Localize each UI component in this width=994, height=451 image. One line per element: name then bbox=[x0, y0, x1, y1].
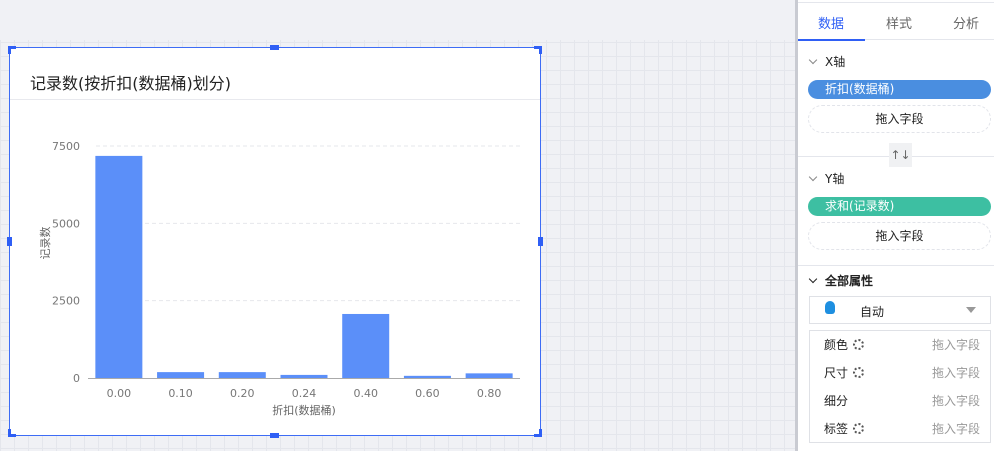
dropdown-triangle-icon bbox=[966, 307, 976, 313]
resize-handle-tr[interactable] bbox=[534, 46, 542, 49]
property-label: 尺寸 bbox=[824, 366, 849, 380]
property-label: 颜色 bbox=[824, 338, 849, 352]
gear-icon[interactable] bbox=[853, 339, 865, 350]
all-properties-header[interactable]: 全部属性 bbox=[808, 272, 874, 289]
y-tick-label: 7500 bbox=[52, 140, 80, 153]
property-row-label[interactable]: 标签 拖入字段 bbox=[824, 419, 990, 439]
resize-handle-left[interactable] bbox=[7, 237, 12, 246]
chart-title: 记录数(按折扣(数据桶)划分) bbox=[30, 74, 231, 93]
gear-icon[interactable] bbox=[853, 367, 865, 378]
title-divider bbox=[10, 99, 540, 100]
y-tick-label: 5000 bbox=[52, 217, 80, 230]
bar bbox=[403, 375, 451, 378]
property-drop-zone[interactable]: 拖入字段 bbox=[931, 338, 980, 352]
resize-handle-bl[interactable] bbox=[8, 434, 16, 437]
panel-tabs: 数据 样式 分析 bbox=[798, 2, 994, 41]
x-axis-label: X轴 bbox=[825, 55, 846, 69]
tab-data[interactable]: 数据 bbox=[818, 17, 845, 32]
y-axis-header[interactable]: Y轴 bbox=[808, 170, 845, 187]
y-tick-label: 0 bbox=[73, 372, 80, 385]
resize-handle-br[interactable] bbox=[534, 434, 542, 437]
bar-chart: 0 2500 5000 7500 0.00 0.10 0.20 0.24 0.40 0.60 0.8… bbox=[39, 140, 520, 417]
bar bbox=[280, 374, 328, 378]
x-tick-label: 0.24 bbox=[292, 387, 317, 400]
y-axis-label: Y轴 bbox=[825, 172, 845, 186]
gear-icon[interactable] bbox=[853, 423, 865, 434]
chevron-down-icon bbox=[808, 55, 818, 65]
bar bbox=[465, 373, 513, 378]
x-axis-field-pill[interactable]: 折扣(数据桶) bbox=[808, 80, 991, 99]
x-axis-header[interactable]: X轴 bbox=[808, 53, 846, 70]
canvas-header bbox=[0, 0, 795, 40]
resize-handle-top[interactable] bbox=[270, 45, 279, 50]
property-list: 颜色 拖入字段 尺寸 拖入字段 细分 拖入字段 标签 拖入字段 bbox=[809, 330, 991, 443]
mark-type-value: 自动 bbox=[860, 305, 885, 319]
active-tab-indicator bbox=[798, 39, 865, 41]
x-tick-label: 0.10 bbox=[168, 387, 193, 400]
swap-axes-icon[interactable]: ↑↓ bbox=[889, 143, 912, 167]
resize-handle-bottom[interactable] bbox=[270, 433, 279, 438]
x-tick-label: 0.20 bbox=[230, 387, 255, 400]
bar bbox=[157, 372, 205, 378]
property-row-color[interactable]: 颜色 拖入字段 bbox=[824, 335, 990, 355]
property-row-detail[interactable]: 细分 拖入字段 bbox=[824, 391, 990, 411]
x-tick-label: 0.40 bbox=[353, 387, 378, 400]
x-axis-drop-zone[interactable]: 拖入字段 bbox=[808, 105, 991, 133]
x-tick-label: 0.00 bbox=[107, 387, 132, 400]
y-axis-title: 记录数 bbox=[39, 227, 52, 260]
resize-handle-br[interactable] bbox=[539, 429, 542, 437]
property-drop-zone[interactable]: 拖入字段 bbox=[931, 366, 980, 380]
x-tick-label: 0.80 bbox=[477, 387, 502, 400]
lightbulb-icon bbox=[825, 301, 835, 314]
bar bbox=[342, 313, 390, 378]
property-drop-zone[interactable]: 拖入字段 bbox=[931, 422, 980, 436]
property-label: 细分 bbox=[824, 394, 849, 408]
y-axis-field-pill[interactable]: 求和(记录数) bbox=[808, 197, 991, 216]
property-drop-zone[interactable]: 拖入字段 bbox=[931, 394, 980, 408]
chevron-down-icon bbox=[808, 274, 818, 284]
tab-style[interactable]: 样式 bbox=[886, 17, 913, 32]
divider bbox=[798, 265, 994, 266]
bar bbox=[218, 372, 266, 378]
bar bbox=[95, 155, 143, 378]
resize-handle-right[interactable] bbox=[538, 237, 543, 246]
chevron-down-icon bbox=[808, 172, 818, 182]
property-row-size[interactable]: 尺寸 拖入字段 bbox=[824, 363, 990, 383]
resize-handle-bl[interactable] bbox=[8, 429, 11, 437]
mark-type-select[interactable]: 自动 bbox=[809, 296, 991, 324]
tab-analysis[interactable]: 分析 bbox=[953, 17, 980, 32]
property-label: 标签 bbox=[824, 422, 849, 436]
y-axis-drop-zone[interactable]: 拖入字段 bbox=[808, 222, 991, 250]
resize-handle-tl[interactable] bbox=[8, 46, 16, 49]
panel-splitter[interactable] bbox=[795, 0, 798, 451]
x-axis-title: 折扣(数据桶) bbox=[272, 403, 336, 417]
all-properties-label: 全部属性 bbox=[825, 274, 874, 288]
y-tick-label: 2500 bbox=[52, 295, 80, 308]
resize-handle-tl[interactable] bbox=[8, 46, 11, 54]
chart-card[interactable]: 记录数(按折扣(数据桶)划分) 0 2500 5000 7500 0.00 0.10 0.2… bbox=[7, 45, 543, 438]
x-tick-label: 0.60 bbox=[415, 387, 440, 400]
properties-panel: 数据 样式 分析 X轴 折扣(数据桶) 拖入字段 ↑↓ Y轴 求和(记录数) 拖… bbox=[798, 0, 994, 451]
resize-handle-tr[interactable] bbox=[539, 46, 542, 54]
